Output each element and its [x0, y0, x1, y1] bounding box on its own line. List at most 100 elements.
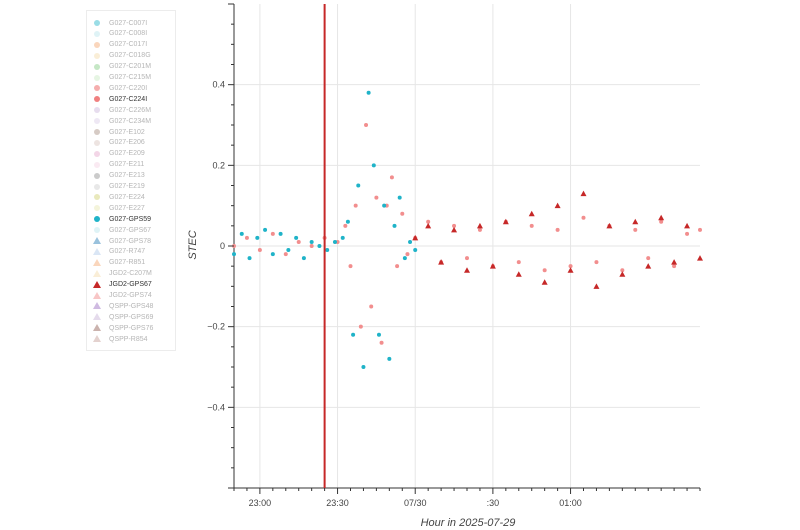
legend-item-g027-e211[interactable]: G027-E211	[93, 160, 144, 170]
legend-item-g027-e209[interactable]: G027-E209	[93, 149, 145, 159]
legend-item-g027-c224i[interactable]: G027-C224I	[93, 94, 147, 104]
data-point	[364, 123, 369, 127]
legend-item-g027-c201m[interactable]: G027-C201M	[93, 62, 151, 72]
circle-marker-icon	[93, 139, 101, 147]
y-axis-ticks: −0.4 −0.2 0 0.2 0.4	[207, 3, 234, 489]
circle-marker-icon	[93, 84, 101, 92]
data-point	[594, 260, 599, 265]
data-point	[685, 231, 690, 236]
series-jgd2-gps67	[412, 190, 703, 289]
data-point	[232, 252, 236, 257]
legend-item-g027-e224[interactable]: G027-E224	[93, 192, 145, 202]
data-point	[286, 248, 291, 253]
legend-label: JGD2-GPS74	[109, 292, 152, 299]
legend-item-g027-e219[interactable]: G027-E219	[93, 182, 145, 192]
data-point	[528, 210, 535, 217]
circle-marker-icon	[93, 74, 101, 82]
data-point	[263, 227, 268, 232]
data-point	[645, 263, 652, 269]
legend-item-g027-c008i[interactable]: G027-C008I	[93, 29, 147, 39]
y-tick-label: −0.4	[207, 402, 225, 412]
legend-item-g027-c226m[interactable]: G027-C226M	[93, 105, 151, 115]
data-point	[270, 252, 275, 257]
legend-item-g027-c007i[interactable]: G027-C007I	[93, 18, 147, 28]
data-point	[356, 183, 361, 188]
legend-item-g027-r851[interactable]: G027-R851	[93, 258, 145, 268]
legend-item-g027-gps67[interactable]: G027-GPS67	[93, 225, 151, 235]
y-tick-label: 0.2	[212, 160, 225, 170]
legend-label: G027-C234M	[109, 117, 152, 125]
x-axis-ticks: 23:00 23:30 07/30:30 01:00	[233, 488, 701, 508]
data-point	[371, 163, 376, 168]
legend-item-qspp-r854[interactable]: QSPP-R854	[93, 334, 148, 344]
data-point	[405, 252, 410, 257]
legend-item-g027-c018g[interactable]: G027-C018G	[93, 51, 151, 61]
data-point	[451, 226, 458, 233]
legend-item-qspp-gps69[interactable]: QSPP-GPS69	[93, 312, 153, 322]
data-point	[568, 264, 573, 269]
legend-label: G027-E213	[109, 172, 145, 180]
circle-marker-icon	[93, 161, 101, 169]
data-point	[632, 218, 639, 225]
legend-item-g027-e102[interactable]: G027-E102	[93, 127, 145, 137]
legend-label: G027-C220I	[109, 84, 148, 92]
legend-label: G027-C018G	[109, 52, 151, 60]
legend-item-g027-e206[interactable]: G027-E206	[93, 138, 145, 148]
legend-item-qspp-gps48[interactable]: QSPP-GPS48	[93, 301, 153, 311]
legend-item-g027-gps59[interactable]: G027-GPS59	[93, 214, 151, 224]
legend-label: G027-E206	[109, 139, 145, 147]
grid	[234, 4, 700, 488]
legend-label: G027-GPS78	[109, 237, 152, 245]
data-point	[309, 239, 314, 244]
y-tick-label: 0.4	[212, 80, 225, 90]
data-point	[698, 227, 702, 232]
legend-item-g027-e227[interactable]: G027-E227	[93, 203, 145, 213]
triangle-marker-icon	[93, 324, 101, 332]
legend-label: G027-C201M	[109, 63, 152, 71]
data-point	[515, 271, 522, 277]
legend-item-qspp-gps76[interactable]: QSPP-GPS76	[93, 323, 153, 333]
x-tick-label: 23:30	[326, 498, 349, 508]
legend-item-g027-e213[interactable]: G027-E213	[93, 171, 145, 181]
circle-marker-icon	[93, 193, 101, 201]
data-point	[658, 214, 665, 221]
legend-item-jgd2-c207m[interactable]: JGD2-C207M	[93, 269, 152, 279]
data-point	[659, 219, 664, 224]
legend-item-jgd2-gps74[interactable]: JGD2-GPS74	[93, 291, 152, 301]
triangle-marker-icon	[93, 291, 101, 300]
legend-label: G027-C224I	[109, 95, 148, 103]
data-point	[376, 332, 381, 337]
legend-item-jgd2-gps67[interactable]: JGD2-GPS67	[93, 280, 152, 290]
legend-label: QSPP-R854	[109, 335, 148, 343]
legend-label: JGD2-C207M	[109, 270, 152, 278]
triangle-marker-icon	[93, 247, 101, 256]
legend-label: G027-C017I	[109, 41, 148, 49]
data-point	[425, 222, 432, 229]
legend-item-g027-r747[interactable]: G027-R747	[93, 247, 145, 257]
circle-marker-icon	[93, 41, 101, 49]
x-tick-label: :30	[487, 498, 500, 508]
circle-marker-icon	[93, 63, 101, 71]
x-tick-label: 01:00	[559, 498, 582, 508]
data-point	[270, 231, 275, 236]
triangle-marker-icon	[93, 258, 101, 267]
legend-item-g027-c220i[interactable]: G027-C220I	[93, 83, 147, 93]
data-point	[369, 304, 374, 309]
legend-label: G027-E102	[109, 128, 145, 136]
legend-item-g027-c234m[interactable]: G027-C234M	[93, 116, 151, 126]
data-point	[397, 195, 402, 200]
data-point	[438, 259, 445, 265]
legend-label: JGD2-GPS67	[109, 281, 152, 289]
data-point	[413, 248, 418, 253]
data-point	[395, 264, 400, 269]
legend-label: G027-E224	[109, 193, 145, 201]
legend-label: QSPP-GPS76	[109, 324, 154, 332]
x-tick-label: 23:00	[249, 498, 272, 508]
legend-label: G027-C008I	[109, 30, 148, 38]
legend-item-g027-c215m[interactable]: G027-C215M	[93, 73, 151, 83]
circle-marker-icon	[93, 204, 101, 212]
legend-label: G027-E209	[109, 150, 145, 158]
legend-item-g027-c017i[interactable]: G027-C017I	[93, 40, 147, 50]
data-point	[345, 219, 350, 224]
legend-item-g027-gps78[interactable]: G027-GPS78	[93, 236, 151, 246]
